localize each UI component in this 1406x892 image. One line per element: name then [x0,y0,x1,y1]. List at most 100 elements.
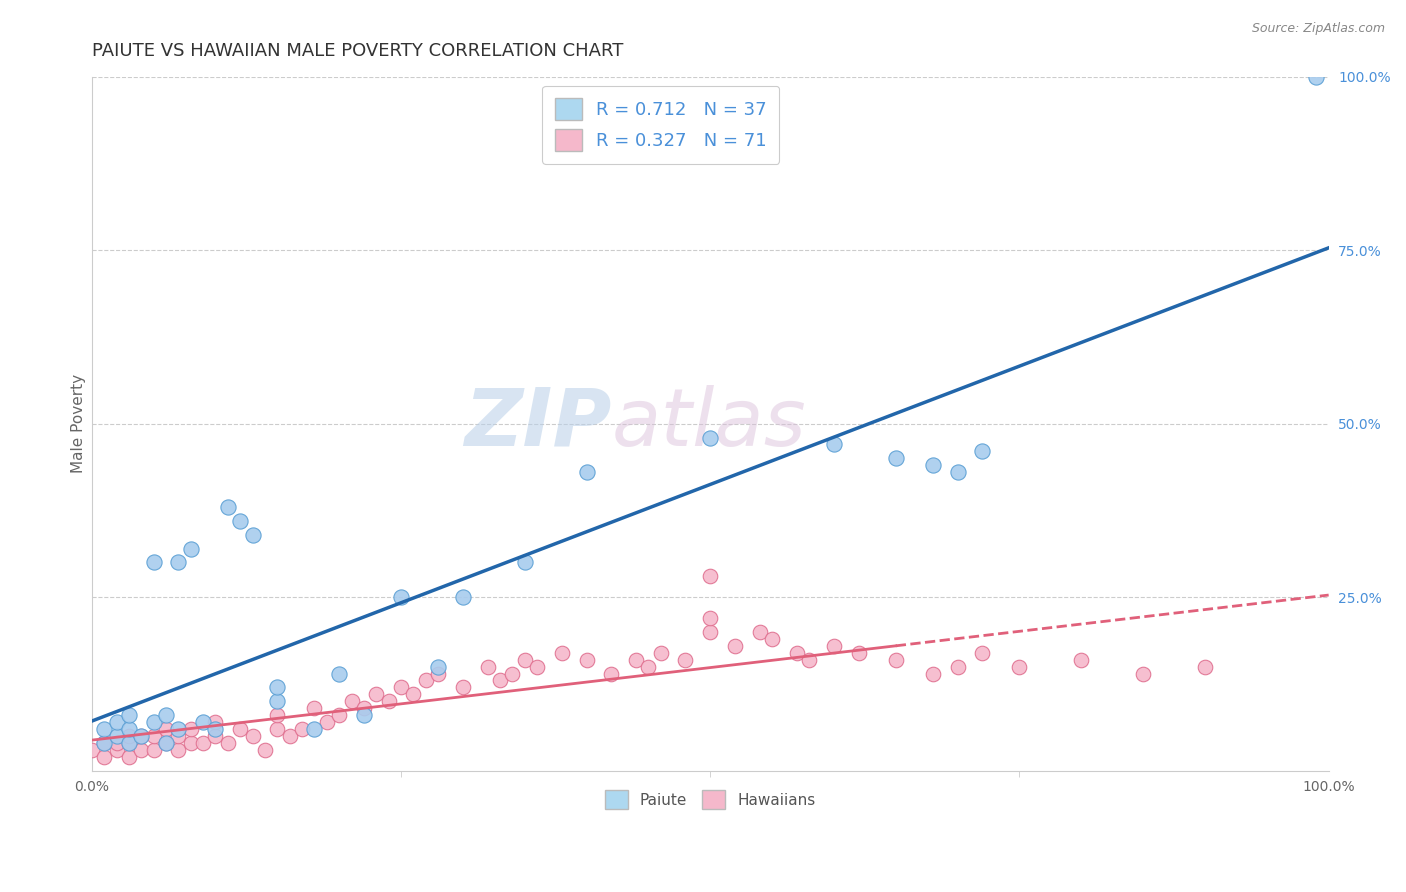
Point [118,708,141,723]
Point [118,736,141,750]
Point [242,729,264,743]
Point [217,500,239,514]
Point [204,729,226,743]
Point [624,652,647,666]
Point [1070,652,1092,666]
Point [884,652,907,666]
Point [1305,70,1327,84]
Point [477,659,499,673]
Point [551,646,574,660]
Point [93,736,115,750]
Point [142,743,165,757]
Point [167,722,190,736]
Point [786,646,808,660]
Point [315,715,337,730]
Point [699,430,721,444]
Point [266,694,288,708]
Point [748,624,770,639]
Point [489,673,512,688]
Point [266,722,288,736]
Point [884,451,907,466]
Point [304,701,326,715]
Point [513,556,536,570]
Point [191,715,214,730]
Point [724,639,747,653]
Point [217,736,239,750]
Point [699,624,721,639]
Point [191,736,214,750]
Point [167,556,190,570]
Point [142,715,165,730]
Point [167,743,190,757]
Point [650,646,672,660]
Point [575,652,598,666]
Point [366,687,388,701]
Point [129,729,152,743]
Point [229,722,252,736]
Point [1132,666,1154,681]
Point [675,652,697,666]
Point [155,736,177,750]
Point [105,743,128,757]
Point [328,708,350,723]
Point [204,722,226,736]
Point [80,743,103,757]
Point [402,687,425,701]
Point [848,646,870,660]
Point [389,681,412,695]
Point [513,652,536,666]
Point [142,729,165,743]
Point [526,659,548,673]
Point [377,694,399,708]
Point [118,729,141,743]
Point [180,736,202,750]
Point [93,749,115,764]
Point [118,749,141,764]
Point [266,681,288,695]
Text: ZIP: ZIP [464,384,612,463]
Point [129,729,152,743]
Point [921,666,943,681]
Point [155,722,177,736]
Point [946,465,969,479]
Point [340,694,363,708]
Point [155,736,177,750]
Point [637,659,659,673]
Point [799,652,821,666]
Point [972,646,994,660]
Point [105,715,128,730]
Point [253,743,276,757]
Point [451,590,474,604]
Point [415,673,437,688]
Point [501,666,523,681]
Point [180,541,202,556]
Point [278,729,301,743]
Point [142,556,165,570]
Point [266,708,288,723]
Point [946,659,969,673]
Point [93,736,115,750]
Point [155,708,177,723]
Point [167,729,190,743]
Legend: Paiute, Hawaiians: Paiute, Hawaiians [599,784,823,815]
Point [699,611,721,625]
Text: atlas: atlas [612,384,806,463]
Point [105,736,128,750]
Point [328,666,350,681]
Point [823,437,845,451]
Point [353,701,375,715]
Point [1194,659,1216,673]
Point [451,681,474,695]
Point [823,639,845,653]
Point [105,729,128,743]
Point [242,527,264,541]
Point [427,659,450,673]
Text: PAIUTE VS HAWAIIAN MALE POVERTY CORRELATION CHART: PAIUTE VS HAWAIIAN MALE POVERTY CORRELAT… [91,42,623,60]
Y-axis label: Male Poverty: Male Poverty [72,374,86,473]
Point [129,743,152,757]
Point [291,722,314,736]
Point [1008,659,1031,673]
Point [93,722,115,736]
Point [389,590,412,604]
Point [229,514,252,528]
